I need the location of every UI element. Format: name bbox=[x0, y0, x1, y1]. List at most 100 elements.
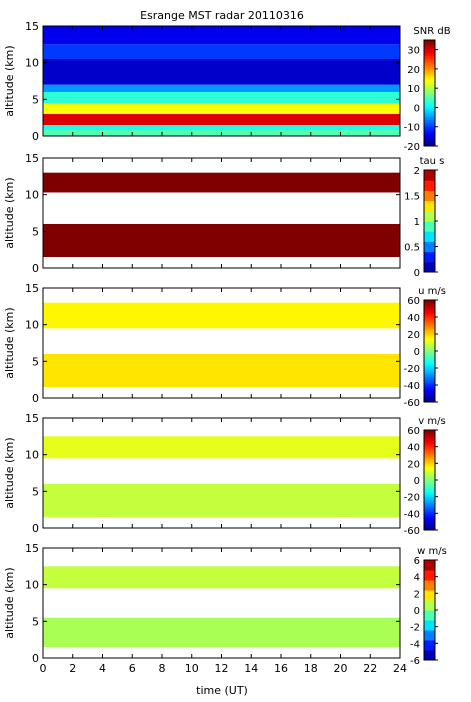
colorbar-label-v: v m/s bbox=[418, 416, 445, 427]
colorbar-snr-step-46 bbox=[424, 42, 435, 45]
panel-tau: 0 5 10 15 altitude (km) 2 1.5 1 0.5 0 tau s bbox=[3, 152, 444, 279]
colorbar-tick-label-tau-0: 2 bbox=[414, 166, 420, 177]
colorbar-tick-label-u-5: -40 bbox=[404, 381, 420, 392]
colorbar-snr-step-7 bbox=[424, 128, 435, 132]
colorbar-label-w: w m/s bbox=[417, 546, 447, 557]
colorbar-tau-step-3 bbox=[424, 231, 435, 242]
colorbar-tick-label-snr-1: 20 bbox=[407, 65, 420, 76]
colorbar-snr-step-17 bbox=[424, 106, 435, 109]
colorbar-tick-label-w-4: -2 bbox=[410, 623, 420, 634]
colorbar-snr-step-2 bbox=[424, 139, 435, 143]
snr-band-5 bbox=[43, 84, 400, 92]
colorbar-v-step-44 bbox=[424, 436, 435, 439]
panel-u: 0 5 10 15 altitude (km) 60 40 20 0 -20 -40 -60 u m/s bbox=[3, 282, 446, 409]
colorbar-snr-step-0 bbox=[424, 143, 435, 147]
y-tick-label-u-0: 0 bbox=[32, 392, 39, 405]
colorbar-snr-step-18 bbox=[424, 104, 435, 107]
colorbar-frame-snr bbox=[423, 39, 436, 147]
colorbar-w-step-1 bbox=[424, 640, 435, 651]
y-tick-label-tau-3: 15 bbox=[25, 152, 39, 165]
colorbar-w-step-5 bbox=[424, 600, 435, 611]
colorbar-v-step-38 bbox=[424, 448, 435, 452]
colorbar-snr-step-30 bbox=[424, 77, 435, 81]
colorbar-tick-label-snr-3: 0 bbox=[414, 103, 420, 114]
y-tick-label-v-2: 10 bbox=[25, 449, 39, 462]
y-tick-label-u-1: 5 bbox=[32, 355, 39, 368]
colorbar-snr-step-14 bbox=[424, 112, 435, 116]
colorbar-v-step-19 bbox=[424, 488, 435, 491]
colorbar-v-step-26 bbox=[424, 473, 435, 477]
y-tick-label-u-3: 15 bbox=[25, 282, 39, 295]
colorbar-u-step-24 bbox=[424, 348, 435, 352]
snr-band-7 bbox=[43, 44, 400, 59]
colorbar-u-step-22 bbox=[424, 353, 435, 356]
colorbar-v-step-37 bbox=[424, 450, 435, 454]
u-band-1 bbox=[43, 302, 400, 329]
x-tick-label-3: 6 bbox=[129, 662, 136, 675]
y-tick-label-v-3: 15 bbox=[25, 412, 39, 425]
colorbar-snr-step-43 bbox=[424, 48, 435, 52]
y-tick-label-snr-3: 15 bbox=[25, 20, 39, 33]
colorbar-v-step-2 bbox=[424, 523, 435, 527]
colorbar-snr-step-38 bbox=[424, 59, 435, 63]
colorbar-v-step-16 bbox=[424, 494, 435, 498]
colorbar-u-step-28 bbox=[424, 340, 435, 343]
colorbar-tick-label-v-2: 20 bbox=[407, 459, 420, 470]
colorbar-snr-step-16 bbox=[424, 108, 435, 112]
colorbar-w-step-7 bbox=[424, 580, 435, 591]
colorbar-u-step-15 bbox=[424, 368, 435, 371]
colorbar-snr-step-33 bbox=[424, 70, 435, 74]
colorbar-v-step-9 bbox=[424, 509, 435, 512]
snr-band-2 bbox=[43, 114, 400, 125]
colorbar-u-step-38 bbox=[424, 319, 435, 322]
colorbar-v-step-29 bbox=[424, 467, 435, 471]
colorbar-tick-label-w-3: 0 bbox=[414, 606, 420, 617]
colorbar-u-step-6 bbox=[424, 387, 435, 390]
colorbar-tick-label-w-0: 6 bbox=[414, 556, 420, 567]
colorbar-snr-step-34 bbox=[424, 68, 435, 72]
y-tick-label-w-1: 5 bbox=[32, 615, 39, 628]
colorbar-u-step-35 bbox=[424, 325, 435, 329]
colorbar-snr-step-20 bbox=[424, 99, 435, 103]
colorbar-u-step-43 bbox=[424, 308, 435, 312]
colorbar-snr-step-36 bbox=[424, 64, 435, 67]
colorbar-label-tau: tau s bbox=[420, 156, 445, 167]
colorbar-snr-step-24 bbox=[424, 90, 435, 94]
colorbar-tick-label-u-1: 40 bbox=[407, 313, 420, 324]
colorbar-tau-step-4 bbox=[424, 221, 435, 232]
y-tick-label-tau-2: 10 bbox=[25, 189, 39, 202]
colorbar-v-step-21 bbox=[424, 484, 435, 487]
colorbar-v-step-28 bbox=[424, 469, 435, 473]
colorbar-v-step-30 bbox=[424, 465, 435, 468]
snr-band-1 bbox=[43, 125, 400, 131]
colorbar-tick-label-snr-0: 30 bbox=[407, 46, 420, 57]
colorbar-u-step-42 bbox=[424, 310, 435, 314]
colorbar-tick-label-tau-2: 1 bbox=[414, 217, 420, 228]
x-tick-label-6: 12 bbox=[215, 662, 229, 675]
colorbar-u-step-21 bbox=[424, 355, 435, 358]
colorbar-tick-label-snr-5: -20 bbox=[404, 142, 420, 153]
colorbar-snr-step-11 bbox=[424, 119, 435, 123]
colorbar-tick-label-snr-4: -10 bbox=[404, 123, 420, 134]
colorbar-u-step-5 bbox=[424, 389, 435, 392]
colorbar-w-step-8 bbox=[424, 570, 435, 581]
y-tick-label-w-3: 15 bbox=[25, 542, 39, 555]
colorbar-u-step-47 bbox=[424, 300, 435, 303]
colorbar-tick-label-u-0: 60 bbox=[407, 296, 420, 307]
colorbar-snr-step-12 bbox=[424, 117, 435, 120]
colorbar-snr-step-23 bbox=[424, 93, 435, 96]
colorbar-snr-step-44 bbox=[424, 46, 435, 50]
x-tick-label-7: 14 bbox=[244, 662, 258, 675]
x-tick-label-12: 24 bbox=[393, 662, 407, 675]
colorbar-snr-step-22 bbox=[424, 95, 435, 98]
colorbar-u-step-26 bbox=[424, 344, 435, 348]
colorbar-snr-step-31 bbox=[424, 75, 435, 79]
colorbar-snr-step-8 bbox=[424, 126, 435, 129]
colorbar-u-step-33 bbox=[424, 329, 435, 333]
colorbar-tick-label-tau-4: 0 bbox=[414, 268, 420, 279]
x-tick-label-0: 0 bbox=[40, 662, 47, 675]
x-tick-label-9: 18 bbox=[304, 662, 318, 675]
colorbar-snr-step-26 bbox=[424, 86, 435, 90]
colorbar-u-step-19 bbox=[424, 359, 435, 363]
